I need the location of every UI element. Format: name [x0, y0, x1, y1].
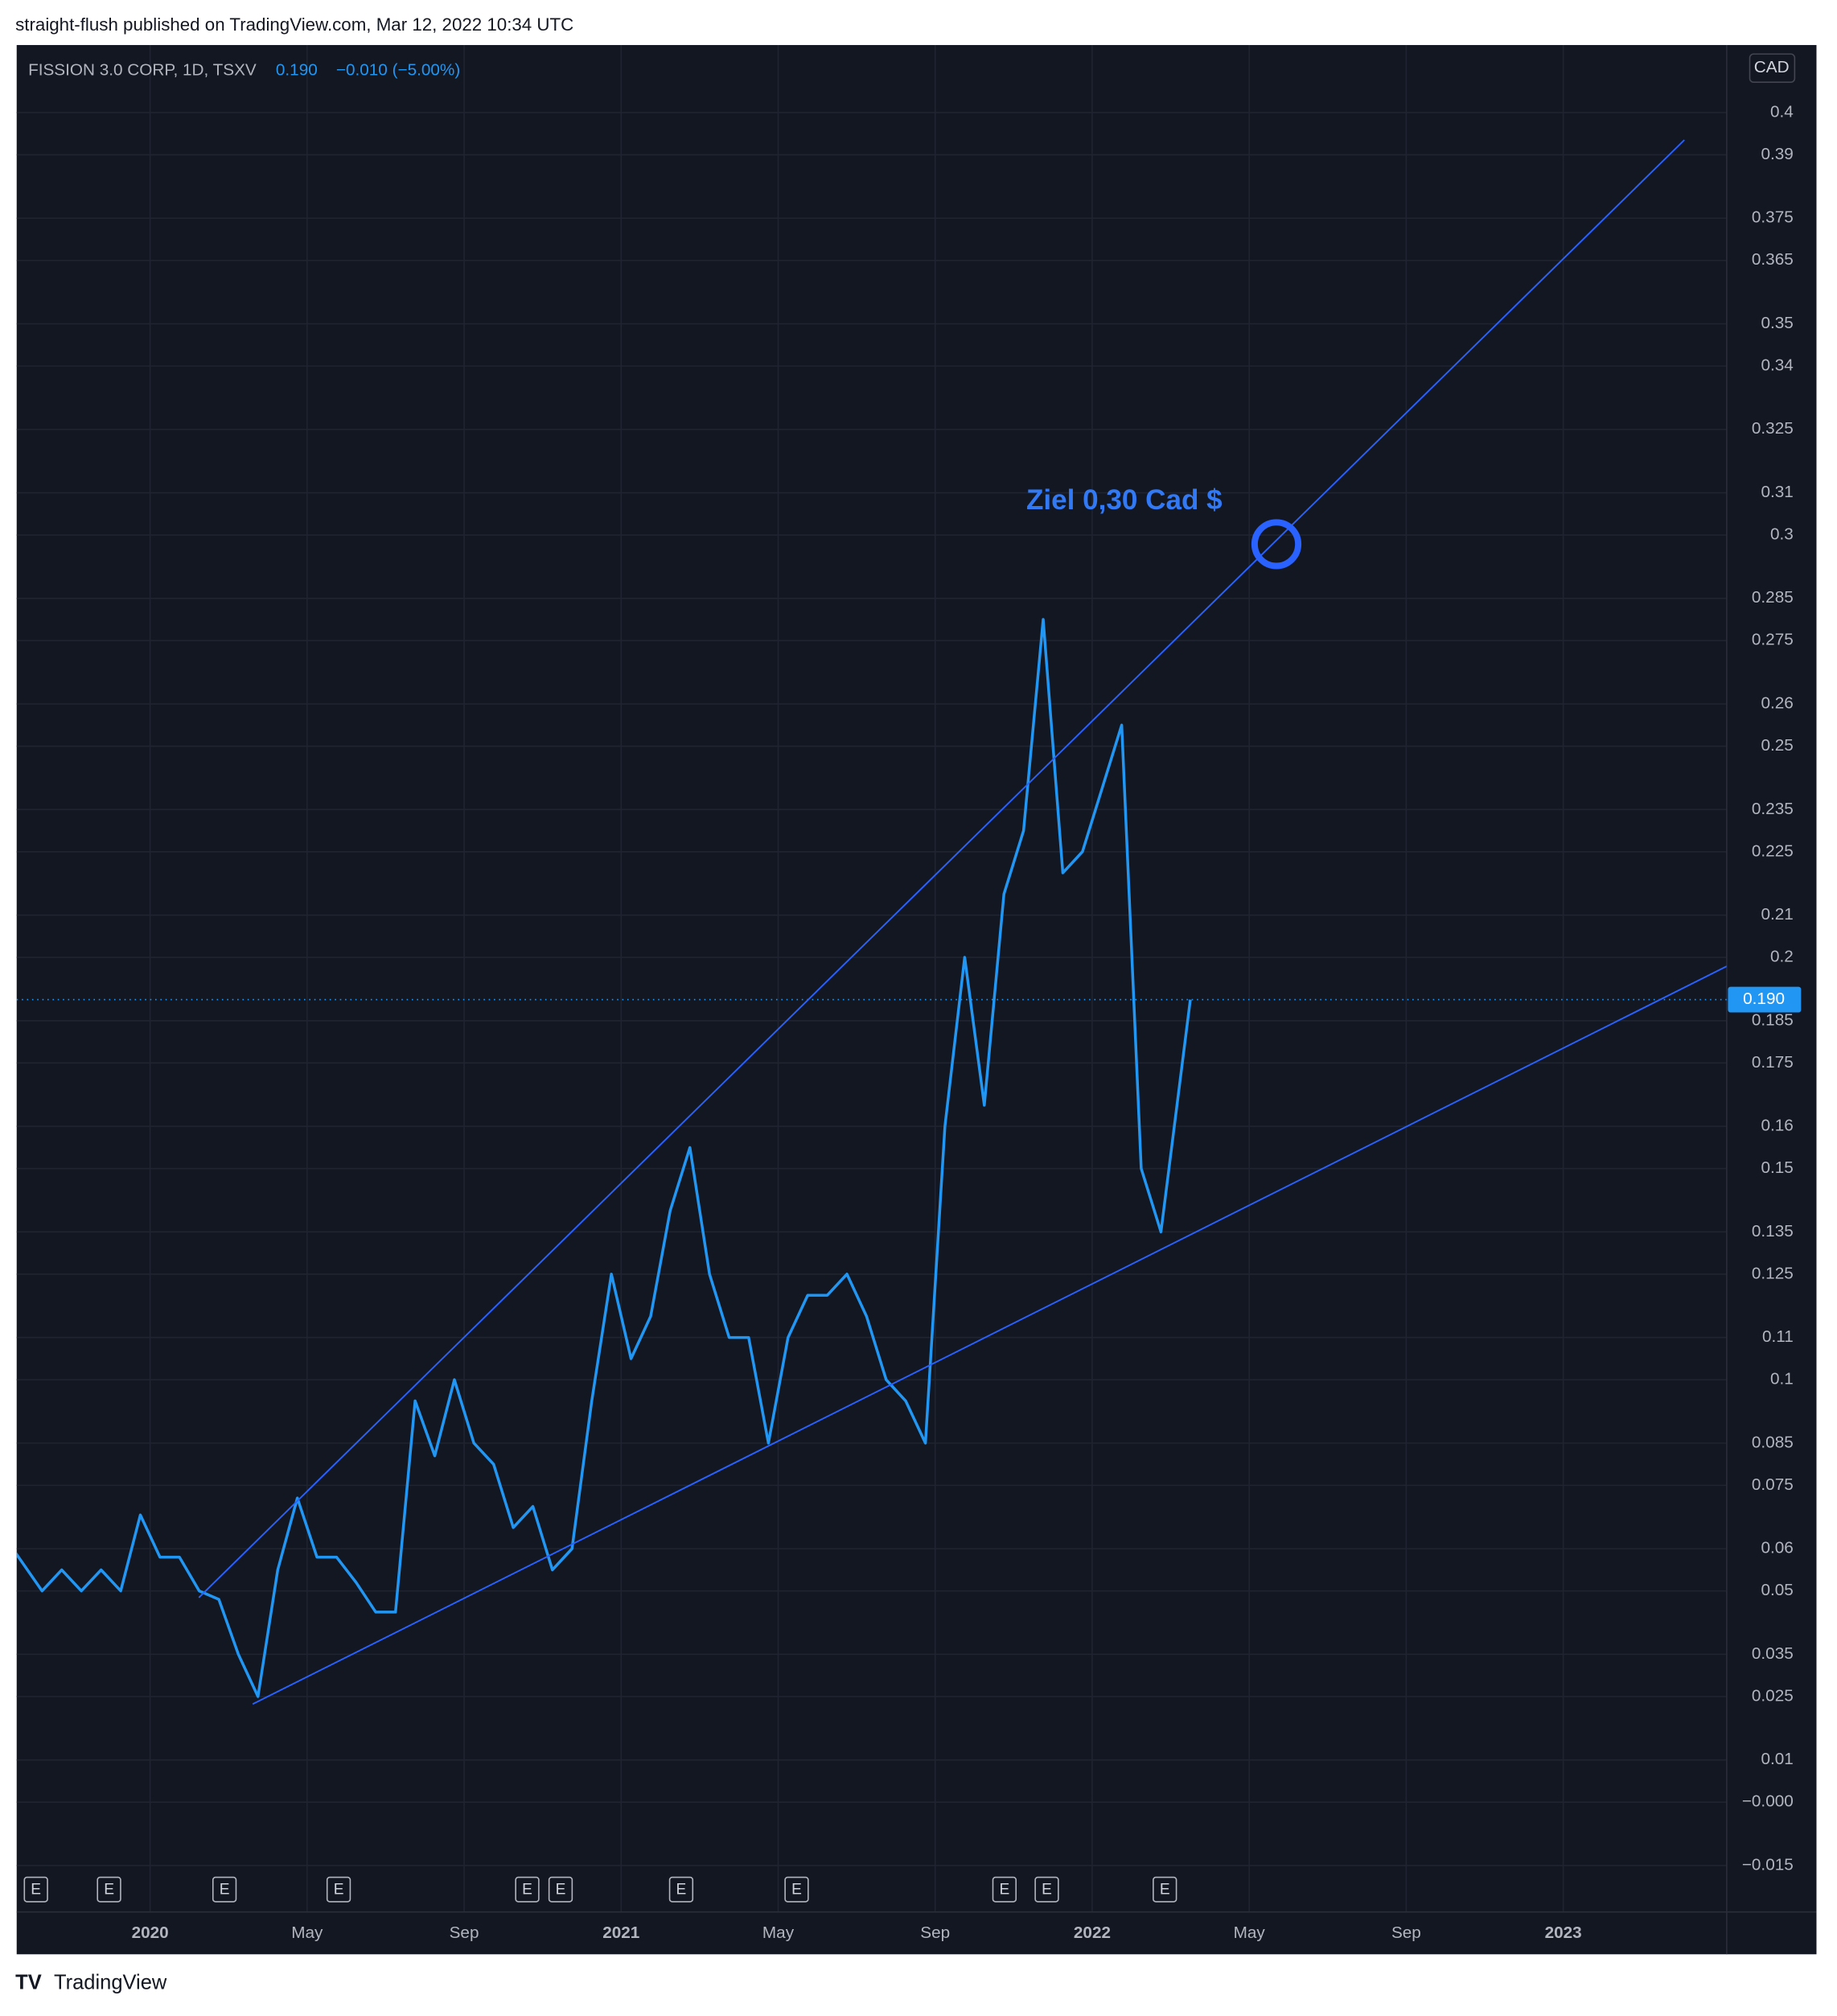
- y-tick-label: 0.11: [1762, 1327, 1794, 1346]
- y-tick-label: 0.15: [1761, 1158, 1793, 1177]
- header: straight-flush published on TradingView.…: [15, 14, 573, 35]
- y-tick-label: 0.375: [1752, 208, 1794, 227]
- earnings-marker: [212, 1876, 237, 1903]
- x-tick-label: Sep: [920, 1923, 950, 1942]
- x-tick-label: May: [291, 1923, 323, 1942]
- y-tick-label: 0.2: [1770, 948, 1794, 966]
- y-tick-label: 0.325: [1752, 419, 1794, 438]
- y-tick-label: 0.275: [1752, 631, 1794, 649]
- earnings-label: E: [31, 1882, 41, 1899]
- x-tick-label: 2022: [1074, 1923, 1111, 1942]
- y-tick-label: 0.39: [1761, 145, 1793, 163]
- earnings-marker: [548, 1876, 573, 1903]
- last-price-box: [1728, 986, 1802, 1013]
- x-tick-label: 2021: [602, 1923, 639, 1942]
- y-tick-label: 0.34: [1761, 356, 1793, 374]
- earnings-marker: [784, 1876, 809, 1903]
- grid: [16, 44, 1727, 1912]
- y-tick-label: 0.1: [1770, 1370, 1794, 1389]
- y-tick-label: 0.3: [1770, 525, 1794, 543]
- earnings-marker: [97, 1876, 121, 1903]
- x-tick-label: May: [762, 1923, 795, 1942]
- chart-pane: [16, 44, 1817, 1955]
- last-price-label: 0.190: [1743, 989, 1785, 1008]
- earnings-marker: [1153, 1876, 1177, 1903]
- earnings-marker: [1034, 1876, 1059, 1903]
- earnings-label: E: [220, 1882, 230, 1899]
- y-tick-label: 0.05: [1761, 1581, 1793, 1599]
- axes: 0.4 0.39 0.375 0.365 0.35 0.34 0.325 0.31 0.3 0.2…: [23, 102, 1802, 1942]
- y-tick-label: 0.35: [1761, 314, 1793, 332]
- earnings-label: E: [1042, 1882, 1052, 1899]
- earnings-label: E: [1160, 1882, 1170, 1899]
- y-tick-label: −0.000: [1742, 1792, 1794, 1811]
- earnings-marker: [668, 1876, 694, 1903]
- y-tick-label: 0.4: [1770, 102, 1794, 121]
- x-tick-label: Sep: [1391, 1923, 1421, 1942]
- y-tick-label: 0.025: [1752, 1686, 1794, 1705]
- legend-title: FISSION 3.0 CORP, 1D, TSXV: [28, 60, 257, 79]
- x-tick-label: Sep: [450, 1923, 479, 1942]
- y-tick-label: 0.075: [1752, 1475, 1794, 1494]
- x-tick-label: May: [1234, 1923, 1266, 1942]
- y-tick-label: −0.015: [1742, 1855, 1794, 1874]
- earnings-marker: [23, 1876, 48, 1903]
- y-tick-label: 0.365: [1752, 250, 1794, 269]
- earnings-label: E: [104, 1882, 114, 1899]
- trend-line-lower: [252, 965, 1727, 1705]
- x-tick-label: 2023: [1545, 1923, 1582, 1942]
- y-tick-label: 0.25: [1761, 736, 1793, 755]
- legend-change: −0.010 (−5.00%): [336, 60, 460, 79]
- currency-box[interactable]: [1749, 53, 1796, 84]
- y-tick-label: 0.285: [1752, 588, 1794, 607]
- earnings-marker: [326, 1876, 351, 1903]
- y-tick-label: 0.085: [1752, 1433, 1794, 1451]
- y-tick-label: 0.225: [1752, 841, 1794, 860]
- target-circle: [1251, 519, 1302, 570]
- plot: [16, 618, 1727, 1698]
- y-tick-label: 0.31: [1761, 483, 1793, 501]
- earnings-label: E: [791, 1882, 802, 1899]
- y-tick-label: 0.035: [1752, 1644, 1794, 1663]
- footer-logo: TV: [15, 1972, 42, 1994]
- y-tick-label: 0.16: [1761, 1117, 1793, 1135]
- currency[interactable]: CAD: [1754, 58, 1790, 76]
- earnings-marker: [992, 1876, 1017, 1903]
- trend-line-upper: [198, 139, 1685, 1598]
- earnings-label: E: [676, 1882, 687, 1899]
- y-tick-label: 0.01: [1761, 1750, 1793, 1768]
- earnings-marker: [515, 1876, 540, 1903]
- x-tick-label: 2020: [132, 1923, 169, 1942]
- y-tick-label: 0.185: [1752, 1010, 1794, 1029]
- legend-price: 0.190: [276, 60, 318, 79]
- earnings-label: E: [522, 1882, 532, 1899]
- earnings-label: E: [999, 1882, 1009, 1899]
- y-tick-label: 0.175: [1752, 1053, 1794, 1072]
- earnings-label: E: [334, 1882, 344, 1899]
- footer-brand: TradingView: [54, 1972, 167, 1994]
- y-tick-label: 0.06: [1761, 1539, 1793, 1557]
- earnings-label: E: [556, 1882, 566, 1899]
- y-tick-label: 0.235: [1752, 800, 1794, 818]
- y-tick-label: 0.135: [1752, 1222, 1794, 1240]
- y-tick-label: 0.125: [1752, 1264, 1794, 1282]
- y-tick-label: 0.26: [1761, 694, 1793, 713]
- price-line: [16, 618, 1192, 1698]
- annotation: Ziel 0,30 Cad $: [1026, 484, 1223, 516]
- y-tick-label: 0.21: [1761, 905, 1793, 924]
